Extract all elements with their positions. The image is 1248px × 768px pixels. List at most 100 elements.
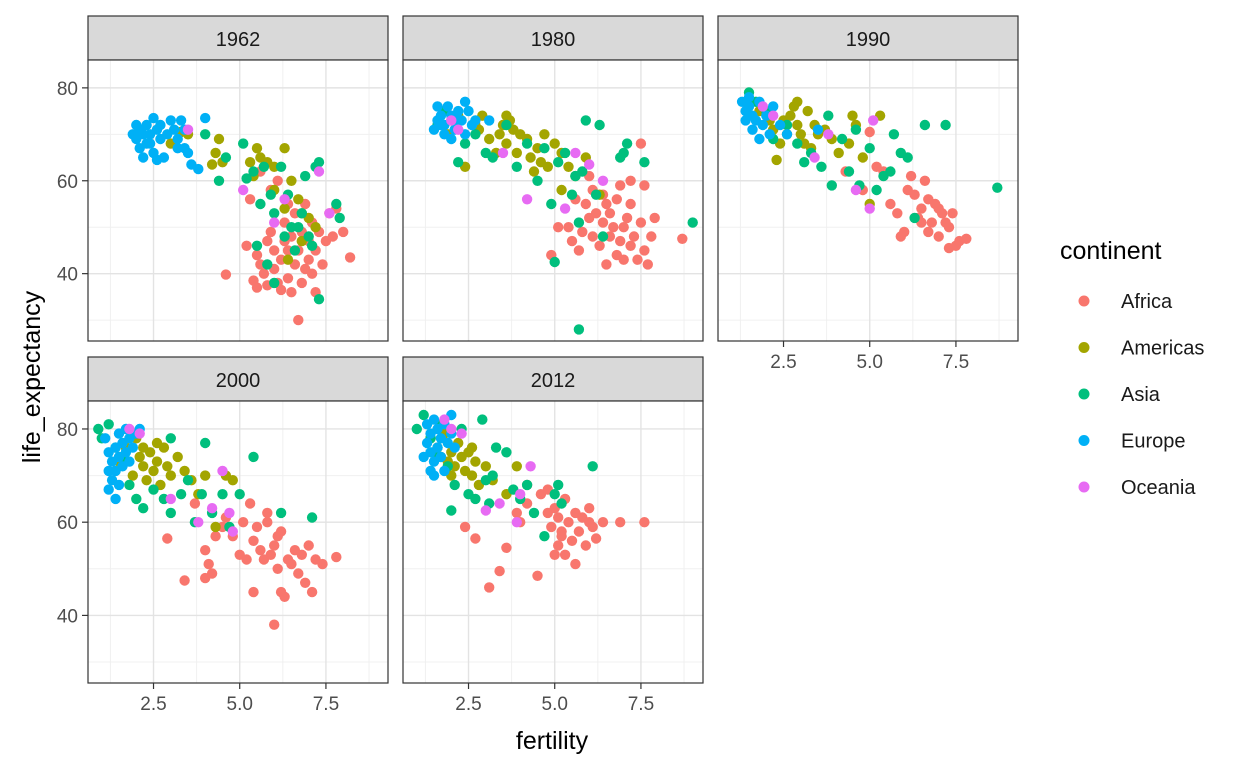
data-point [331, 551, 342, 563]
data-point [279, 203, 290, 214]
data-point [549, 549, 560, 560]
data-point [244, 194, 256, 205]
series-africa [546, 138, 688, 270]
data-point [484, 133, 495, 145]
data-point [442, 101, 453, 112]
data-point [317, 558, 328, 570]
data-point [141, 475, 152, 486]
data-point [501, 110, 512, 121]
data-point [747, 124, 758, 135]
data-point [327, 231, 338, 242]
data-point [587, 461, 598, 472]
data-point [296, 208, 307, 219]
data-point [453, 157, 464, 168]
data-point [566, 535, 578, 546]
data-point [785, 110, 796, 121]
data-point [608, 222, 619, 233]
data-point [435, 110, 447, 121]
data-point [802, 105, 813, 117]
legend-key [1078, 295, 1090, 307]
data-point [618, 147, 629, 159]
data-point [324, 208, 335, 219]
data-point [919, 175, 931, 186]
data-point [272, 175, 283, 186]
data-point [446, 423, 457, 435]
facet-panel-1990: 1990 [717, 15, 1019, 342]
data-point [134, 451, 145, 463]
data-point [251, 282, 263, 293]
data-point [573, 217, 585, 228]
data-point [206, 503, 218, 514]
data-point [279, 231, 290, 242]
data-point [615, 180, 626, 191]
data-point [162, 533, 173, 544]
data-point [625, 198, 636, 210]
data-point [449, 442, 460, 453]
data-point [151, 456, 163, 467]
data-point [206, 568, 218, 579]
data-point [275, 526, 287, 537]
data-point [103, 419, 114, 430]
data-point [864, 203, 875, 214]
data-point [279, 194, 290, 205]
data-point [127, 470, 138, 481]
data-point [470, 129, 481, 140]
data-point [494, 565, 505, 577]
series-asia [200, 129, 345, 305]
facet-strip-label: 1980 [531, 29, 576, 51]
data-point [470, 115, 481, 126]
data-point [258, 161, 270, 172]
data-point [165, 493, 176, 505]
data-point [480, 461, 491, 472]
legend-label: Americas [1121, 338, 1204, 360]
data-point [795, 129, 806, 140]
data-point [428, 414, 440, 425]
legend-label: Asia [1121, 384, 1161, 406]
legend-label: Africa [1121, 291, 1173, 313]
data-point [255, 198, 266, 210]
data-point [110, 493, 121, 505]
panel-border [402, 400, 704, 684]
data-point [812, 124, 824, 135]
data-point [313, 294, 325, 305]
data-point [206, 159, 218, 170]
facet-panel-2012: 2012 [402, 356, 704, 684]
data-point [127, 442, 138, 453]
data-point [100, 433, 111, 444]
legend-item-europe: Europe [1078, 431, 1186, 453]
data-point [477, 414, 488, 425]
y-tick-label: 60 [57, 172, 78, 193]
data-point [138, 503, 149, 514]
data-point [511, 161, 522, 172]
data-point [269, 245, 280, 256]
data-point [155, 119, 166, 131]
data-point [625, 175, 636, 186]
series-oceania [446, 115, 609, 214]
data-point [175, 489, 187, 500]
data-point [411, 423, 422, 435]
data-point [847, 110, 858, 121]
data-point [871, 184, 882, 196]
facet-strip-label: 1990 [846, 29, 891, 51]
data-point [265, 226, 276, 238]
data-point [559, 147, 571, 159]
data-point [768, 110, 779, 121]
data-point [459, 96, 471, 108]
data-point [594, 119, 605, 131]
data-point [580, 115, 591, 126]
panel-border [87, 59, 389, 342]
data-point [224, 507, 235, 519]
data-point [269, 540, 280, 551]
data-point [227, 526, 238, 537]
facet-strip [87, 15, 389, 61]
data-point [275, 284, 287, 296]
legend: continent Africa Americas Asia Europe Oceani… [1060, 237, 1204, 499]
data-point [799, 157, 810, 168]
data-point [580, 198, 591, 210]
data-point [597, 217, 609, 228]
data-point [511, 507, 522, 519]
data-point [625, 240, 636, 251]
data-point [511, 147, 522, 159]
axes: 40 60 80 2.5 5.0 7.5 40 60 80 2.5 5.0 7.5 2.5 5.0 7.5 [57, 79, 969, 715]
